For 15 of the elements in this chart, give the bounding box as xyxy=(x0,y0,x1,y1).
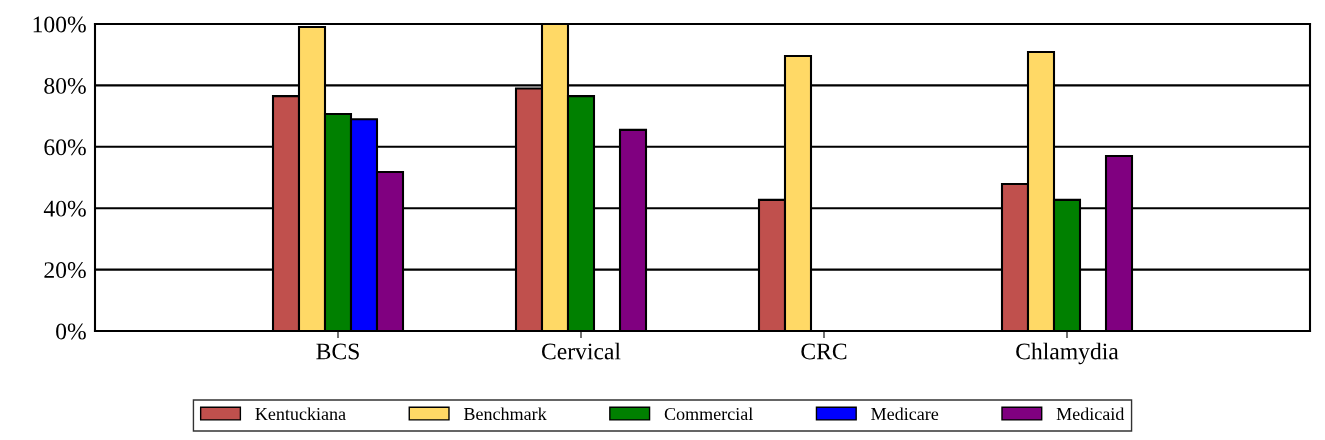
y-tick-label: 20% xyxy=(44,262,86,279)
legend-label: Benchmark xyxy=(463,407,547,421)
y-tick-label: 100% xyxy=(33,16,86,33)
legend-label: Commercial xyxy=(664,407,753,421)
legend-label: Medicare xyxy=(871,407,939,421)
legend-label: Medicaid xyxy=(1056,407,1125,421)
y-tick-label: 0% xyxy=(56,323,86,340)
legend-label: Kentuckiana xyxy=(255,407,346,421)
y-tick-label: 80% xyxy=(44,77,86,94)
x-tick-label: CRC xyxy=(801,343,847,360)
y-tick-label: 40% xyxy=(43,200,86,217)
x-tick-label: BCS xyxy=(316,343,359,360)
x-tick-label: Cervical xyxy=(541,342,621,360)
y-tick-label: 60% xyxy=(44,139,86,156)
x-tick-label: Chlamydia xyxy=(1016,342,1119,365)
